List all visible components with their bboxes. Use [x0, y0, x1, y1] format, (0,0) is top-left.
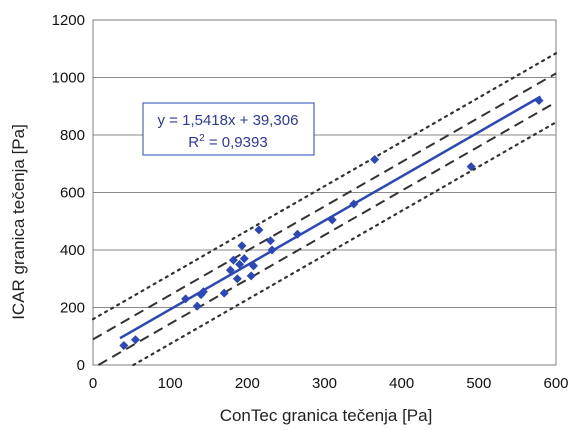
- data-point-diamond: [235, 259, 245, 269]
- regression-equation: y = 1,5418x + 39,306: [158, 112, 299, 129]
- data-point-diamond: [198, 287, 208, 297]
- y-axis-ticks: 0 200 400 600 800 1000 1200: [52, 12, 85, 374]
- y-tick-label: 0: [77, 357, 85, 374]
- r-squared-label: R: [188, 134, 199, 151]
- data-points: [119, 96, 544, 350]
- data-point-diamond: [192, 301, 202, 311]
- x-tick-label: 100: [158, 375, 183, 392]
- data-point-diamond: [267, 245, 277, 255]
- x-axis-title: ConTec granica tečenja [Pa]: [220, 406, 433, 425]
- data-point-diamond: [237, 241, 247, 251]
- r-squared-text: R2 = 0,9393: [188, 133, 267, 151]
- x-tick-label: 400: [389, 375, 414, 392]
- data-point-diamond: [225, 265, 235, 275]
- data-point-diamond: [265, 236, 275, 246]
- data-point-diamond: [228, 255, 238, 265]
- data-point-diamond: [232, 274, 242, 284]
- regression-annotation: y = 1,5418x + 39,306 R2 = 0,9393: [142, 102, 315, 156]
- data-point-diamond: [219, 288, 229, 298]
- data-point-diamond: [327, 215, 337, 225]
- data-point-diamond: [119, 340, 129, 350]
- y-tick-label: 800: [60, 127, 85, 144]
- y-tick-label: 400: [60, 242, 85, 259]
- plot-frame: [92, 19, 557, 366]
- gridlines: [93, 77, 556, 308]
- data-point-diamond: [254, 225, 264, 235]
- data-point-diamond: [249, 261, 259, 271]
- dotted-band-line: [91, 52, 558, 321]
- x-axis-ticks: 0 100 200 300 400 500 600: [89, 375, 569, 392]
- y-tick-label: 600: [60, 185, 85, 202]
- data-point-diamond: [130, 335, 140, 345]
- y-tick-label: 1000: [52, 70, 85, 87]
- x-tick-label: 300: [312, 375, 337, 392]
- y-tick-label: 200: [60, 300, 85, 317]
- data-point-diamond: [292, 229, 302, 239]
- x-tick-label: 0: [89, 375, 97, 392]
- data-point-diamond: [534, 96, 544, 105]
- dashed-band-line: [97, 101, 557, 366]
- x-tick-label: 200: [235, 375, 260, 392]
- data-point-diamond: [239, 254, 249, 264]
- x-tick-label: 600: [543, 375, 568, 392]
- data-point-diamond: [466, 162, 476, 172]
- data-point-diamond: [349, 199, 359, 209]
- annotation-box: [142, 102, 315, 156]
- data-point-diamond: [370, 154, 380, 164]
- data-point-diamond: [181, 294, 191, 304]
- data-point-diamond: [246, 271, 256, 281]
- confidence-bands: [91, 52, 558, 367]
- r-squared-value: = 0,9393: [205, 134, 268, 151]
- y-axis-title: ICAR granica tečenja [Pa]: [9, 124, 28, 320]
- dashed-band-line: [92, 72, 557, 341]
- y-tick-label: 1200: [52, 12, 85, 29]
- dotted-band-line: [132, 121, 558, 367]
- r-squared-superscript: 2: [199, 133, 205, 144]
- x-tick-label: 500: [466, 375, 491, 392]
